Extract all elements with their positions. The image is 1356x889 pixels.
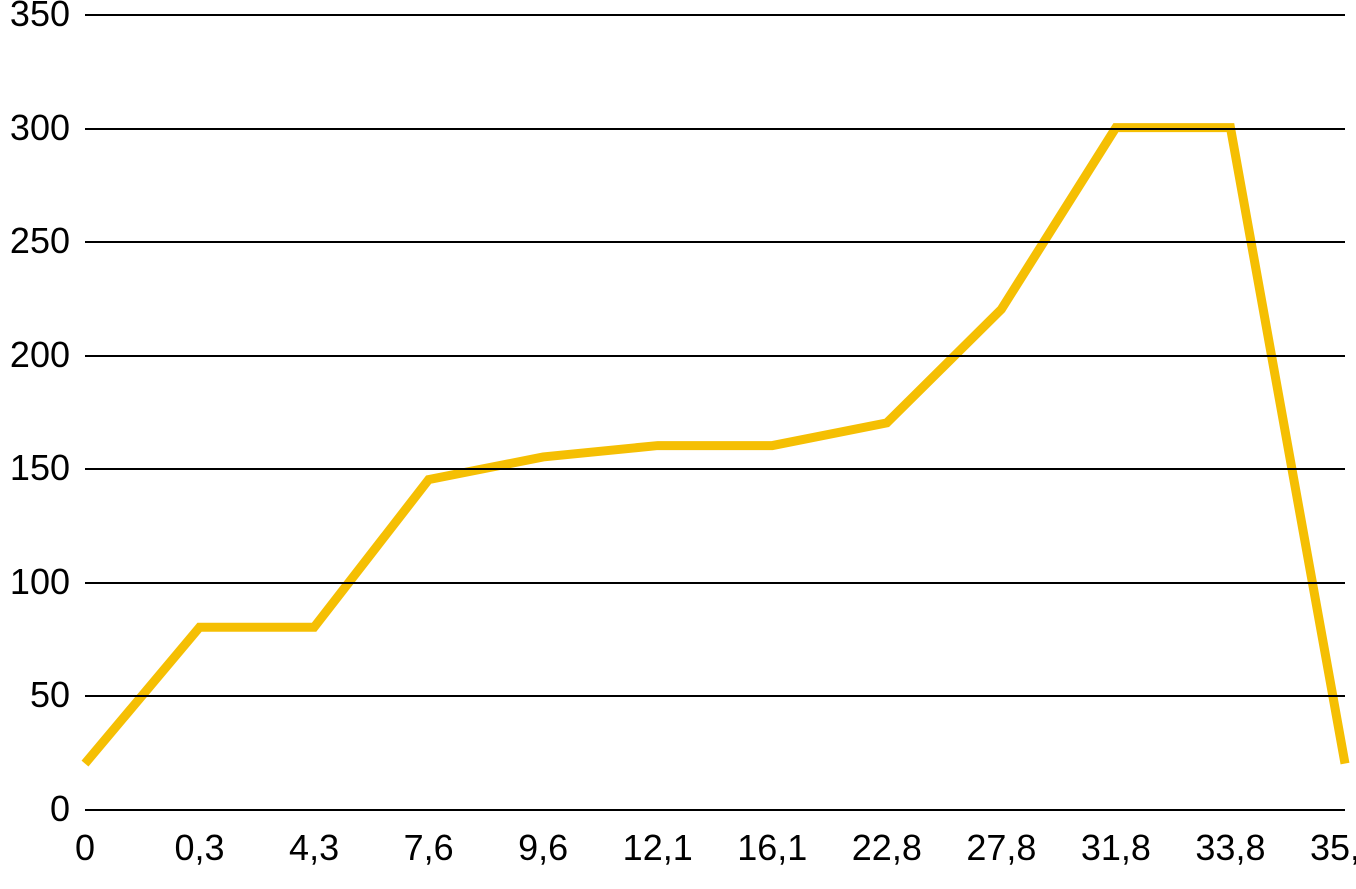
y-tick-label: 100 — [0, 561, 70, 603]
x-tick-label: 12,1 — [623, 827, 693, 869]
gridline — [85, 809, 1345, 811]
x-tick-label: 0,3 — [175, 827, 225, 869]
x-tick-label: 33,8 — [1195, 827, 1265, 869]
y-tick-label: 150 — [0, 447, 70, 489]
series-line — [85, 14, 1345, 809]
gridline — [85, 582, 1345, 584]
gridline — [85, 241, 1345, 243]
x-tick-label: 9,6 — [518, 827, 568, 869]
gridline — [85, 695, 1345, 697]
line-chart: 0 50 100 150 200 250 300 350 0 0,3 4,3 7,6 9,6 12,1 1… — [0, 0, 1356, 889]
gridline — [85, 14, 1345, 16]
y-tick-label: 350 — [0, 0, 70, 35]
y-tick-label: 300 — [0, 107, 70, 149]
x-tick-label: 16,1 — [737, 827, 807, 869]
y-tick-label: 250 — [0, 220, 70, 262]
gridline — [85, 468, 1345, 470]
x-tick-label: 31,8 — [1081, 827, 1151, 869]
series-polyline — [85, 128, 1345, 764]
x-tick-label: 7,6 — [404, 827, 454, 869]
x-tick-label: 27,8 — [966, 827, 1036, 869]
x-tick-label: 4,3 — [289, 827, 339, 869]
gridline — [85, 128, 1345, 130]
y-tick-label: 50 — [0, 674, 70, 716]
y-tick-label: 200 — [0, 334, 70, 376]
x-tick-label: 22,8 — [852, 827, 922, 869]
y-tick-label: 0 — [0, 788, 70, 830]
x-tick-label: 0 — [75, 827, 95, 869]
plot-area — [85, 14, 1345, 809]
x-tick-label: 35,6 — [1310, 827, 1356, 869]
gridline — [85, 355, 1345, 357]
